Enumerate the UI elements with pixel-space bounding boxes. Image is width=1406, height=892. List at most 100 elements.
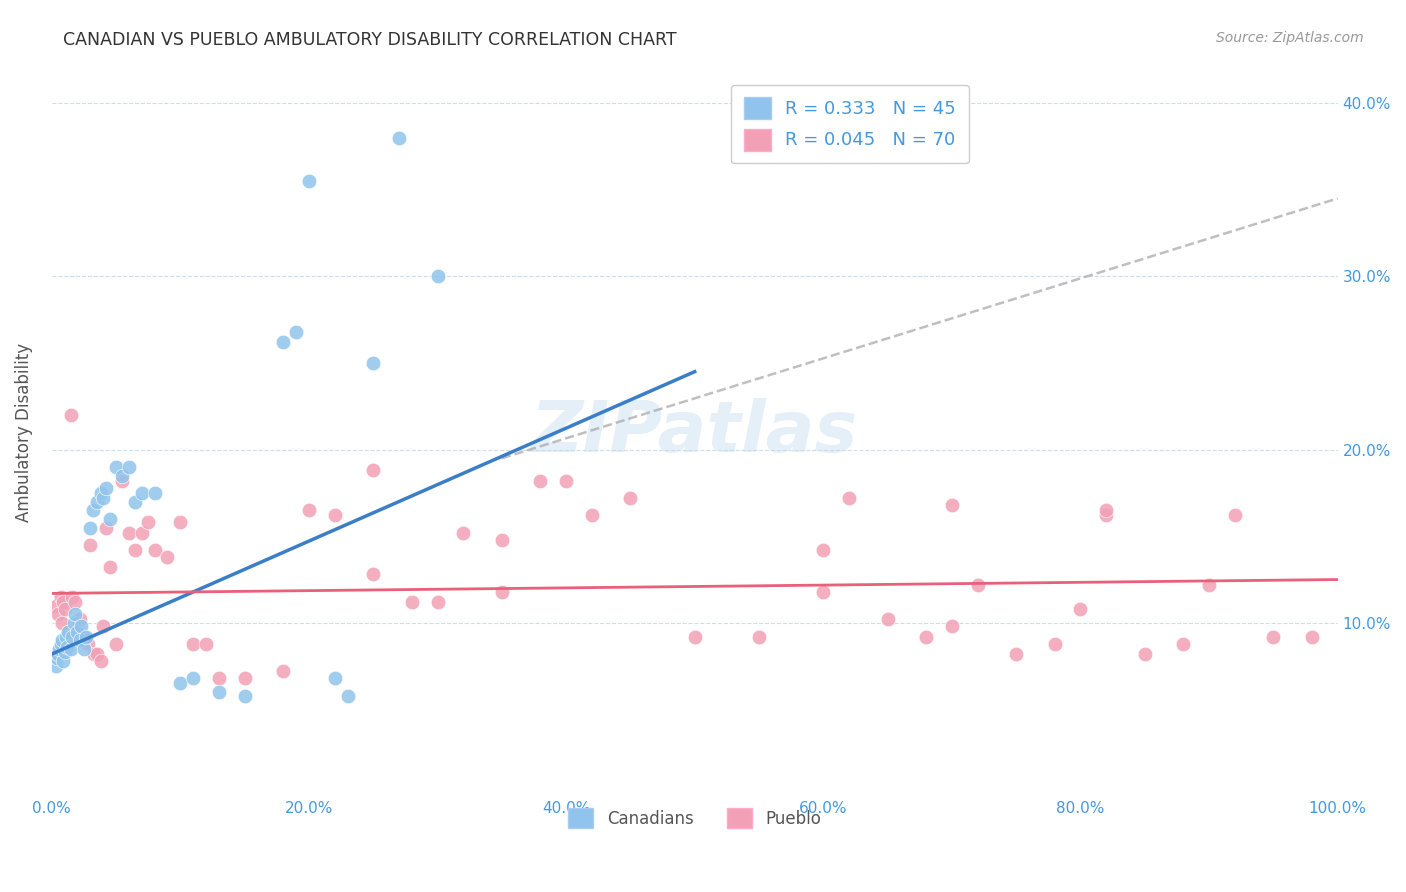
Y-axis label: Ambulatory Disability: Ambulatory Disability <box>15 343 32 522</box>
Point <box>195 637 218 651</box>
Point <box>581 508 603 523</box>
Text: Source: ZipAtlas.com: Source: ZipAtlas.com <box>1216 31 1364 45</box>
Point <box>52 595 75 609</box>
Point <box>683 630 706 644</box>
Point <box>58 624 80 639</box>
Point <box>55 630 77 644</box>
Text: ZIPatlas: ZIPatlas <box>531 398 859 467</box>
Point <box>131 525 153 540</box>
Point <box>105 459 128 474</box>
Legend: Canadians, Pueblo: Canadians, Pueblo <box>562 801 828 835</box>
Point <box>86 494 108 508</box>
Point <box>941 498 963 512</box>
Point <box>451 525 474 540</box>
Point <box>336 689 359 703</box>
Point <box>941 619 963 633</box>
Point <box>361 356 384 370</box>
Point <box>70 619 93 633</box>
Point <box>1095 508 1118 523</box>
Point <box>79 520 101 534</box>
Point <box>233 689 256 703</box>
Point <box>60 590 83 604</box>
Point <box>298 174 321 188</box>
Point <box>111 474 134 488</box>
Point <box>111 468 134 483</box>
Point <box>56 640 79 654</box>
Point <box>91 619 114 633</box>
Point <box>136 516 159 530</box>
Point <box>45 599 67 613</box>
Point <box>748 630 770 644</box>
Point <box>208 685 231 699</box>
Point <box>118 525 141 540</box>
Point <box>156 549 179 564</box>
Point <box>60 630 83 644</box>
Point <box>491 584 513 599</box>
Point <box>56 633 79 648</box>
Point <box>98 512 121 526</box>
Point <box>619 491 641 505</box>
Point <box>46 647 69 661</box>
Point <box>86 647 108 661</box>
Point <box>838 491 860 505</box>
Point <box>73 641 96 656</box>
Point <box>53 602 76 616</box>
Point <box>83 647 105 661</box>
Point <box>966 578 988 592</box>
Point <box>124 543 146 558</box>
Point <box>60 641 83 656</box>
Point <box>1043 637 1066 651</box>
Point <box>82 503 104 517</box>
Point <box>94 520 117 534</box>
Point <box>915 630 938 644</box>
Point <box>49 637 72 651</box>
Point <box>181 637 204 651</box>
Point <box>49 590 72 604</box>
Text: CANADIAN VS PUEBLO AMBULATORY DISABILITY CORRELATION CHART: CANADIAN VS PUEBLO AMBULATORY DISABILITY… <box>63 31 676 49</box>
Point <box>52 654 75 668</box>
Point <box>118 459 141 474</box>
Point <box>181 671 204 685</box>
Point <box>53 645 76 659</box>
Point <box>63 595 86 609</box>
Point <box>1133 647 1156 661</box>
Point <box>143 486 166 500</box>
Point <box>555 474 578 488</box>
Point <box>73 630 96 644</box>
Point <box>66 619 89 633</box>
Point <box>1223 508 1246 523</box>
Point <box>63 607 86 622</box>
Point <box>90 654 112 668</box>
Point <box>813 584 835 599</box>
Point <box>45 659 67 673</box>
Point <box>90 486 112 500</box>
Point <box>361 463 384 477</box>
Point <box>426 595 449 609</box>
Point <box>876 612 898 626</box>
Point <box>1198 578 1220 592</box>
Point <box>45 650 67 665</box>
Point <box>1263 630 1285 644</box>
Point <box>323 508 346 523</box>
Point <box>69 633 91 648</box>
Point <box>426 269 449 284</box>
Point <box>62 615 84 630</box>
Point <box>91 491 114 505</box>
Point <box>69 612 91 626</box>
Point <box>94 481 117 495</box>
Point <box>98 560 121 574</box>
Point <box>124 494 146 508</box>
Point <box>1301 630 1323 644</box>
Point <box>491 533 513 547</box>
Point <box>58 624 80 639</box>
Point <box>271 335 294 350</box>
Point <box>105 637 128 651</box>
Point <box>60 408 83 422</box>
Point <box>131 486 153 500</box>
Point <box>66 624 89 639</box>
Point <box>1005 647 1028 661</box>
Point <box>1095 503 1118 517</box>
Point <box>51 633 73 648</box>
Point <box>48 641 70 656</box>
Point <box>51 615 73 630</box>
